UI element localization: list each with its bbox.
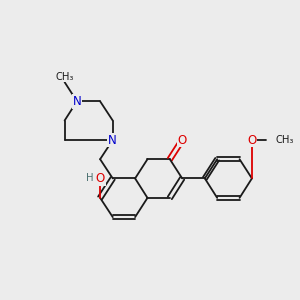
Text: N: N <box>73 95 81 108</box>
Text: N: N <box>108 134 117 146</box>
Text: H: H <box>86 173 94 183</box>
Text: CH₃: CH₃ <box>276 135 294 145</box>
Text: CH₃: CH₃ <box>56 72 74 82</box>
Text: O: O <box>247 134 256 146</box>
Text: O: O <box>95 172 105 185</box>
Text: O: O <box>178 134 187 146</box>
